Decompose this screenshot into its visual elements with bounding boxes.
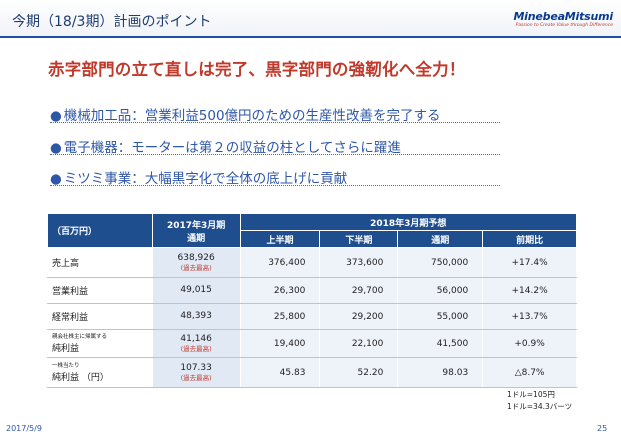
bullet-item: ● 電子機器：モーターは第２の収益の柱としてさらに躍進 <box>50 136 401 156</box>
company-logo: MinebeaMitsumi Passion to Create Value t… <box>513 10 613 28</box>
prev-year-value: 41,146 <box>180 334 212 344</box>
h1-cell: 25,800 <box>239 303 321 330</box>
logo-wordmark: MinebeaMitsumi <box>513 10 613 23</box>
full-year-cell: 55,000 <box>397 303 484 330</box>
bullet-divider <box>50 185 500 186</box>
bullet-dot-icon: ● <box>50 140 62 156</box>
h2-cell: 29,700 <box>319 277 399 304</box>
header-divider <box>0 36 621 38</box>
h2-cell: 29,200 <box>319 303 399 330</box>
col-header-yoy: 前期比 <box>482 230 577 248</box>
footer-date: 2017/5/9 <box>6 424 42 433</box>
row-label: 営業利益 <box>47 277 153 304</box>
prev-year-value: 638,926 <box>177 253 215 263</box>
prev-year-cell: 41,146 (過去最高) <box>151 329 241 358</box>
full-year-cell: 750,000 <box>397 247 484 278</box>
yoy-cell: +14.2% <box>482 277 577 304</box>
prev-year-header-line2: 通期 <box>187 233 206 244</box>
table-row: 一株当たり 純利益 （円） 107.33 (過去最高) 45.83 52.20 … <box>47 357 577 388</box>
bullet-dot-icon: ● <box>50 108 62 124</box>
fx-rate-usd-jpy: 1ドル=105円 <box>507 390 555 399</box>
row-label-text: 純利益 （円） <box>52 373 109 383</box>
prev-year-value: 49,015 <box>180 285 212 295</box>
row-label-prefix: 親会社株主に帰属する <box>52 334 108 340</box>
full-year-cell: 56,000 <box>397 277 484 304</box>
yoy-cell: +0.9% <box>482 329 577 358</box>
bullet-text: ミツミ事業：大幅黒字化で全体の底上げに貢献 <box>63 171 348 187</box>
h2-cell: 373,600 <box>319 247 399 278</box>
prev-year-cell: 638,926 (過去最高) <box>151 247 241 278</box>
yoy-cell: △8.7% <box>482 357 577 388</box>
bullet-text: 機械加工品：営業利益500億円のための生産性改善を完了する <box>63 108 441 124</box>
row-label: 一株当たり 純利益 （円） <box>47 357 153 388</box>
header-bar <box>0 0 621 36</box>
prev-year-header-line1: 2017年3月期 <box>166 220 226 231</box>
bullet-divider <box>50 122 500 123</box>
record-high-note: (過去最高) <box>180 374 212 382</box>
bullet-item: ● ミツミ事業：大幅黒字化で全体の底上げに貢献 <box>50 167 347 187</box>
h2-cell: 22,100 <box>319 329 399 358</box>
h1-cell: 376,400 <box>239 247 321 278</box>
yoy-cell: +13.7% <box>482 303 577 330</box>
row-label: 売上高 <box>47 247 153 278</box>
h1-cell: 26,300 <box>239 277 321 304</box>
prev-year-cell: 49,015 <box>151 277 241 304</box>
full-year-cell: 98.03 <box>397 357 484 388</box>
row-label-text: 純利益 <box>52 344 80 354</box>
prev-year-value: 48,393 <box>180 311 212 321</box>
prev-year-cell: 107.33 (過去最高) <box>151 357 241 388</box>
yoy-cell: +17.4% <box>482 247 577 278</box>
forecast-header: 2018年3月期予想 <box>239 213 578 231</box>
slide-title: 今期（18/3期）計画のポイント <box>12 14 212 30</box>
row-label-prefix: 一株当たり <box>52 363 80 369</box>
record-high-note: (過去最高) <box>180 345 212 353</box>
row-label: 親会社株主に帰属する 純利益 <box>47 329 153 358</box>
h2-cell: 52.20 <box>319 357 399 388</box>
record-high-note: (過去最高) <box>180 264 212 272</box>
col-header-h1: 上半期 <box>239 230 321 248</box>
row-label-text: 営業利益 <box>52 287 89 297</box>
bullet-dot-icon: ● <box>50 171 62 187</box>
table-row: 売上高 638,926 (過去最高) 376,400 373,600 750,0… <box>47 247 577 278</box>
h1-cell: 19,400 <box>239 329 321 358</box>
table-row: 経常利益 48,393 25,800 29,200 55,000 +13.7% <box>47 303 577 330</box>
bullet-text: 電子機器：モーターは第２の収益の柱としてさらに躍進 <box>63 140 401 156</box>
prev-year-header: 2017年3月期 通期 <box>151 213 241 248</box>
fx-rate-usd-thb: 1ドル=34.3バーツ <box>507 402 573 411</box>
prev-year-cell: 48,393 <box>151 303 241 330</box>
col-header-h2: 下半期 <box>319 230 399 248</box>
h1-cell: 45.83 <box>239 357 321 388</box>
full-year-cell: 41,500 <box>397 329 484 358</box>
row-label: 経常利益 <box>47 303 153 330</box>
table-row: 親会社株主に帰属する 純利益 41,146 (過去最高) 19,400 22,1… <box>47 329 577 358</box>
bullet-item: ● 機械加工品：営業利益500億円のための生産性改善を完了する <box>50 104 441 124</box>
row-label-text: 経常利益 <box>52 313 89 323</box>
unit-header: （百万円） <box>47 213 153 248</box>
headline: 赤字部門の立て直しは完了、黒字部門の強靭化へ全力！ <box>48 60 466 79</box>
bullet-divider <box>50 154 500 155</box>
financial-forecast-table: （百万円） 2017年3月期 通期 2018年3月期予想 上半期 下半期 通期 … <box>47 213 578 388</box>
row-label-text: 売上高 <box>52 259 80 269</box>
table-row: 営業利益 49,015 26,300 29,700 56,000 +14.2% <box>47 277 577 304</box>
page-number: 25 <box>597 424 608 433</box>
prev-year-value: 107.33 <box>180 363 212 373</box>
logo-tagline: Passion to Create Value through Differen… <box>515 23 613 28</box>
col-header-full: 通期 <box>397 230 484 248</box>
